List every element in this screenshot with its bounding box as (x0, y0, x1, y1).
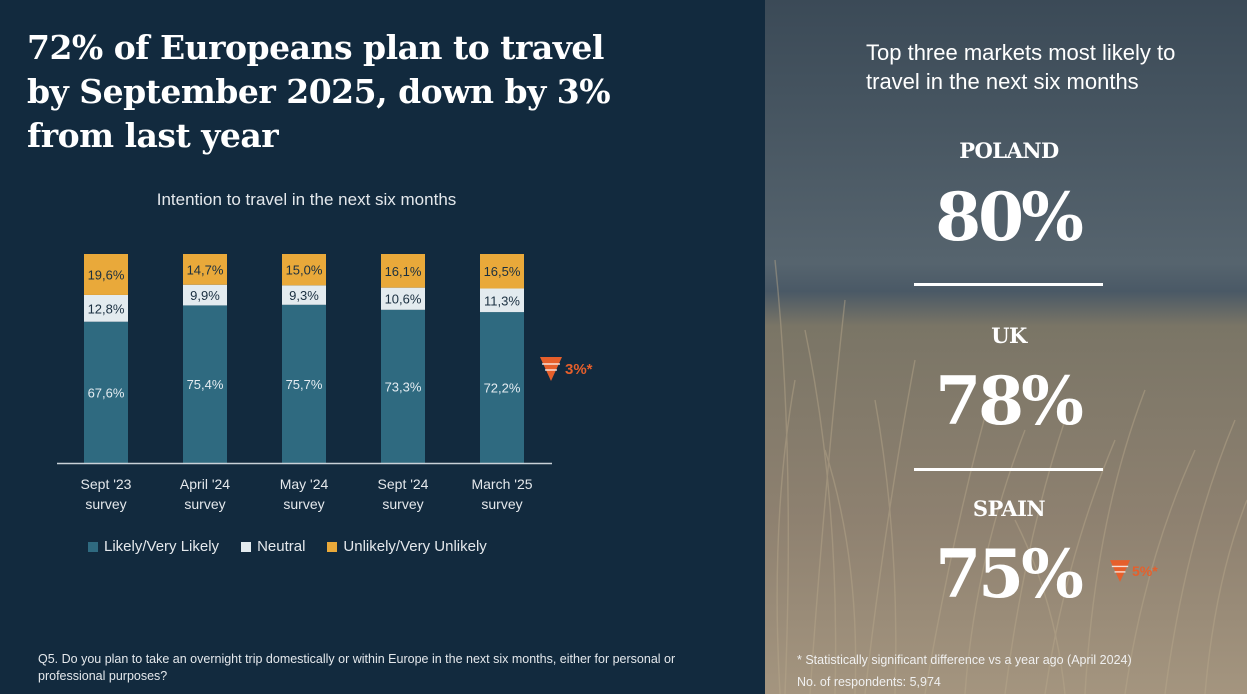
market-value-spain: 75% (935, 535, 1084, 613)
data-label-likely-2: 75,7% (286, 377, 323, 392)
bar-segment-neutral-3 (381, 287, 425, 310)
market-country-poland: POLAND (959, 138, 1059, 163)
bar-segment-unlikely-4 (480, 254, 524, 289)
data-label-unlikely-0: 19,6% (88, 267, 125, 282)
bar-segment-likely-4 (480, 312, 524, 463)
chart-legend: Likely/Very Likely Neutral Unlikely/Very… (88, 538, 487, 555)
data-label-neutral-0: 12,8% (88, 301, 125, 316)
data-label-likely-4: 72,2% (484, 381, 521, 396)
legend-item-likely: Likely/Very Likely (88, 538, 219, 555)
markets-heading: Top three markets most likely to travel … (866, 40, 1176, 94)
category-label-2-0: May '24 (280, 476, 329, 492)
respondents-count: No. of respondents: 5,974 (797, 675, 941, 689)
data-label-neutral-4: 11,3% (484, 293, 520, 308)
right-panel-photo (765, 0, 1247, 694)
data-label-unlikely-3: 16,1% (385, 264, 422, 279)
legend-item-unlikely: Unlikely/Very Unlikely (327, 538, 487, 555)
spain-decline-annotation: 5%* (1110, 560, 1158, 582)
bar-segment-likely-0 (84, 321, 128, 463)
bar-segment-neutral-4 (480, 288, 524, 313)
data-label-neutral-3: 10,6% (385, 292, 422, 307)
significance-footnote: * Statistically significant difference v… (797, 653, 1132, 667)
market-divider-1 (914, 283, 1103, 286)
category-label-4-1: survey (481, 496, 522, 512)
stacked-bar-chart: 67,6% 12,8% 19,6% Sept '23 survey 75,4% 9,9% 14… (57, 254, 552, 512)
bar-segment-unlikely-1 (183, 254, 227, 285)
beach-grass-backdrop (765, 0, 1247, 694)
market-value-uk: 78% (935, 362, 1084, 440)
data-label-likely-3: 73,3% (385, 379, 422, 394)
survey-question: Q5. Do you plan to take an overnight tri… (38, 652, 676, 683)
bar-segment-neutral-1 (183, 284, 227, 306)
legend-label-neutral: Neutral (257, 538, 306, 555)
decline-annotation-label: 3%* (565, 360, 593, 378)
category-label-3-1: survey (382, 496, 423, 512)
category-label-2-1: survey (283, 496, 324, 512)
category-label-0-1: survey (85, 496, 126, 512)
bar-segment-likely-3 (381, 309, 425, 463)
market-country-spain: SPAIN (972, 496, 1046, 521)
bar-segment-unlikely-3 (381, 254, 425, 288)
data-label-unlikely-4: 16,5% (484, 264, 521, 279)
data-label-likely-0: 67,6% (88, 385, 125, 400)
legend-item-neutral: Neutral (241, 538, 305, 555)
bar-segment-likely-1 (183, 305, 227, 463)
spain-decline-label: 5%* (1132, 563, 1158, 579)
market-value-poland: 80% (935, 178, 1084, 256)
category-label-3-0: Sept '24 (378, 476, 429, 492)
legend-swatch-neutral (241, 541, 252, 552)
bar-segment-neutral-2 (282, 285, 326, 305)
category-label-0-0: Sept '23 (81, 476, 132, 492)
category-label-4-0: March '25 (471, 476, 532, 492)
market-divider-2 (914, 468, 1103, 471)
down-triangle-icon (1110, 560, 1130, 582)
bar-segment-neutral-0 (84, 294, 128, 322)
legend-swatch-likely (88, 541, 98, 552)
bar-segment-likely-2 (282, 304, 326, 463)
decline-annotation: 3%* (540, 357, 593, 381)
legend-label-unlikely: Unlikely/Very Unlikely (343, 538, 487, 555)
legend-label-likely: Likely/Very Likely (104, 538, 220, 555)
down-triangle-icon (540, 357, 562, 381)
data-label-neutral-2: 9,3% (289, 288, 319, 303)
market-country-uk: UK (991, 323, 1027, 348)
chart-title: Intention to travel in the next six mont… (156, 190, 457, 209)
bar-segment-unlikely-0 (84, 254, 128, 295)
category-label-1-0: April '24 (180, 476, 230, 492)
data-label-neutral-1: 9,9% (190, 288, 220, 303)
data-label-unlikely-1: 14,7% (187, 262, 224, 277)
legend-swatch-unlikely (327, 541, 338, 552)
page-title: 72% of Europeans plan to travel by Septe… (27, 28, 611, 155)
bar-segment-unlikely-2 (282, 254, 326, 286)
data-label-unlikely-2: 15,0% (286, 263, 323, 278)
category-label-1-1: survey (184, 496, 225, 512)
data-label-likely-1: 75,4% (187, 377, 224, 392)
